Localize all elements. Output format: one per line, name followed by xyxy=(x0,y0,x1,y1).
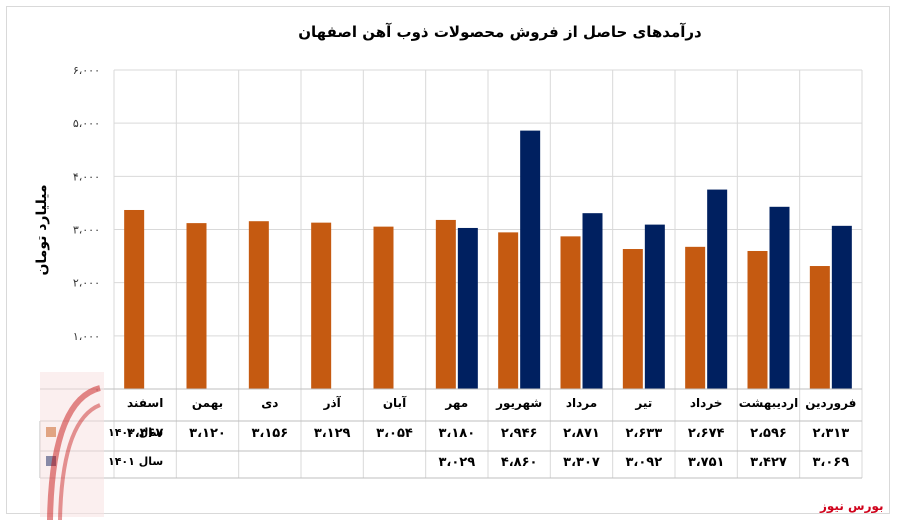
y-tick-label: ۳،۰۰۰ xyxy=(73,224,100,237)
data-label: ۳،۳۰۷ xyxy=(563,455,600,470)
legend-label: سال ۱۴۰۰ xyxy=(108,426,163,439)
bar-1400 xyxy=(311,222,332,389)
bar-1400 xyxy=(622,249,643,389)
data-label: ۳،۰۹۲ xyxy=(625,455,662,470)
bar-1401 xyxy=(707,189,728,389)
y-tick-label: ۶،۰۰۰ xyxy=(73,64,100,77)
logo-swirl-icon xyxy=(40,372,104,521)
data-label: ۴،۸۶۰ xyxy=(501,455,538,470)
x-tick-label: شهریور xyxy=(495,396,542,411)
x-tick-label: مرداد xyxy=(566,396,597,410)
bar-1400 xyxy=(498,232,519,389)
data-label: ۳،۰۲۹ xyxy=(438,455,475,470)
data-label: ۳،۷۵۱ xyxy=(688,455,725,470)
bar-1401 xyxy=(457,227,478,389)
chart-title: درآمدهای حاصل از فروش محصولات ذوب آهن اص… xyxy=(298,23,702,41)
x-tick-label: آبان xyxy=(383,395,407,410)
bar-1401 xyxy=(582,213,603,389)
data-table: فروردین ۲،۳۱۳ ۳،۰۶۹ اردیبهشت ۲،۵۹۶ ۳،۴۲۷ خرداد… xyxy=(39,372,862,521)
bar-1400 xyxy=(124,209,145,389)
bars xyxy=(124,130,852,390)
x-tick-label: اردیبهشت xyxy=(739,396,798,410)
y-tick-label: ۴،۰۰۰ xyxy=(73,170,100,183)
data-label: ۲،۸۷۱ xyxy=(563,426,600,441)
bar-1400 xyxy=(685,246,706,389)
bar-1400 xyxy=(747,250,768,389)
x-tick-label: خرداد xyxy=(690,396,723,410)
data-label: ۳،۱۵۶ xyxy=(251,426,288,441)
bar-1400 xyxy=(809,266,830,389)
legend-label: سال ۱۴۰۱ xyxy=(108,455,163,468)
y-tick-label: ۱،۰۰۰ xyxy=(73,330,100,343)
y-tick-label: ۵،۰۰۰ xyxy=(73,117,100,130)
data-label: ۳،۰۵۴ xyxy=(376,426,413,441)
y-axis-label: میلیارد تومان xyxy=(34,184,50,275)
bar-1401 xyxy=(644,224,665,389)
x-tick-label: مهر xyxy=(444,396,468,410)
x-tick-label: دی xyxy=(261,396,278,410)
data-label: ۳،۱۲۰ xyxy=(189,426,226,441)
data-label: ۳،۳۶۷ xyxy=(127,426,164,441)
data-label: ۲،۶۷۴ xyxy=(688,426,725,441)
data-label: ۳،۰۶۹ xyxy=(812,455,849,470)
data-label: ۲،۹۴۶ xyxy=(501,426,538,441)
bar-1401 xyxy=(769,206,790,389)
bar-1400 xyxy=(373,226,394,389)
x-tick-label: فروردین xyxy=(805,396,856,411)
bar-1401 xyxy=(831,225,852,389)
data-label: ۳،۴۲۷ xyxy=(750,455,787,470)
x-tick-label: اسفند xyxy=(127,396,163,410)
watermark-logo-text: بورس نیوز xyxy=(820,499,884,513)
bar-1400 xyxy=(248,221,269,389)
data-label: ۲،۵۹۶ xyxy=(750,426,787,441)
bar-1400 xyxy=(186,223,207,389)
bar-1400 xyxy=(560,236,581,389)
bar-1400 xyxy=(435,219,456,389)
x-tick-label: تیر xyxy=(634,396,652,410)
y-tick-label: ۲،۰۰۰ xyxy=(73,277,100,290)
data-label: ۳،۱۸۰ xyxy=(438,426,475,441)
data-label: ۲،۶۳۳ xyxy=(625,426,662,441)
data-label: ۲،۳۱۳ xyxy=(812,426,849,441)
bar-1401 xyxy=(520,130,541,390)
data-label: ۳،۱۲۹ xyxy=(314,426,351,441)
x-tick-label: آذر xyxy=(323,395,342,410)
x-tick-label: بهمن xyxy=(192,396,223,410)
